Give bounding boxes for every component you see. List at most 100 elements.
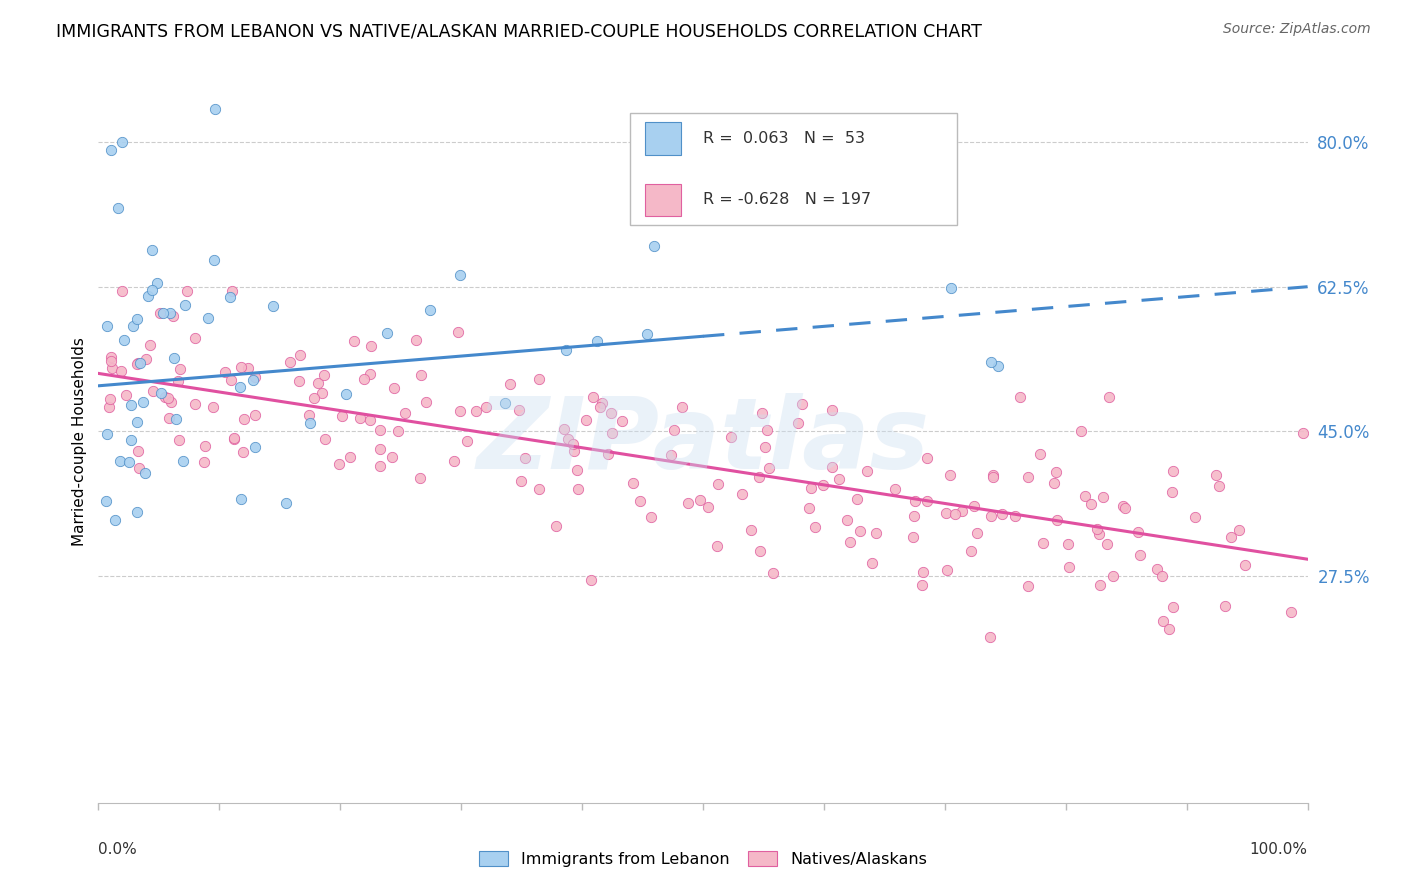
Point: [127, 505, 149, 519]
Point: [811, 478, 834, 492]
Point: [120, 398, 142, 412]
Point: [544, 519, 567, 533]
Point: [598, 447, 620, 461]
Point: [224, 431, 246, 445]
Point: [499, 377, 522, 392]
Point: [980, 355, 1002, 369]
Point: [731, 487, 754, 501]
Point: [169, 362, 191, 376]
Text: Source: ZipAtlas.com: Source: ZipAtlas.com: [1223, 22, 1371, 37]
Point: [706, 539, 728, 553]
Point: [553, 422, 575, 436]
Point: [146, 276, 169, 290]
Point: [314, 433, 336, 447]
Point: [706, 477, 728, 491]
Point: [828, 472, 851, 486]
Point: [152, 305, 174, 319]
Point: [121, 433, 143, 447]
Point: [122, 318, 145, 333]
Point: [218, 290, 240, 304]
Point: [1146, 562, 1168, 576]
Point: [368, 423, 391, 437]
Point: [636, 326, 658, 341]
Point: [612, 414, 634, 428]
Point: [1057, 537, 1080, 551]
Point: [1074, 489, 1097, 503]
Point: [821, 403, 844, 417]
Point: [162, 309, 184, 323]
Point: [1292, 425, 1315, 440]
Point: [242, 373, 264, 387]
Point: [1070, 424, 1092, 438]
Point: [135, 352, 157, 367]
Point: [163, 351, 186, 365]
Point: [960, 543, 983, 558]
Point: [1227, 523, 1250, 537]
Point: [184, 331, 207, 345]
Point: [991, 508, 1014, 522]
Point: [360, 339, 382, 353]
Point: [128, 460, 150, 475]
Point: [415, 394, 437, 409]
Point: [129, 356, 152, 370]
Point: [156, 391, 179, 405]
Point: [96, 318, 118, 333]
Point: [950, 503, 973, 517]
Point: [671, 400, 693, 414]
Point: [104, 513, 127, 527]
Point: [689, 492, 711, 507]
Point: [981, 468, 1004, 483]
Point: [510, 474, 533, 488]
Point: [262, 299, 284, 313]
Point: [287, 374, 309, 388]
Point: [792, 397, 814, 411]
Point: [1091, 490, 1114, 504]
Text: R = -0.628   N = 197: R = -0.628 N = 197: [703, 193, 872, 207]
Point: [224, 432, 246, 446]
FancyBboxPatch shape: [645, 122, 682, 154]
Point: [1032, 536, 1054, 550]
Point: [1046, 513, 1069, 527]
Point: [1098, 390, 1121, 404]
Point: [125, 312, 148, 326]
Point: [1111, 499, 1133, 513]
Point: [166, 374, 188, 388]
Text: 100.0%: 100.0%: [1250, 842, 1308, 856]
Point: [405, 333, 427, 347]
Point: [328, 457, 350, 471]
Point: [165, 411, 187, 425]
Point: [848, 524, 870, 538]
Point: [100, 351, 122, 365]
Point: [935, 506, 957, 520]
Point: [447, 326, 470, 340]
Point: [194, 439, 217, 453]
Point: [582, 390, 605, 404]
Point: [1213, 599, 1236, 614]
Point: [1088, 578, 1111, 592]
Point: [1043, 476, 1066, 491]
Point: [141, 243, 163, 257]
Point: [1088, 527, 1111, 541]
Point: [860, 556, 883, 570]
Point: [1279, 606, 1302, 620]
Point: [353, 372, 375, 386]
Point: [751, 406, 773, 420]
Point: [193, 455, 215, 469]
Point: [370, 458, 392, 473]
Point: [375, 326, 398, 340]
Point: [229, 380, 252, 394]
Point: [754, 440, 776, 454]
Point: [202, 253, 225, 268]
Point: [600, 426, 623, 441]
Point: [1102, 568, 1125, 582]
Point: [803, 519, 825, 533]
Point: [1184, 509, 1206, 524]
Point: [139, 338, 162, 352]
Point: [176, 284, 198, 298]
Point: [1161, 464, 1184, 478]
Point: [1004, 509, 1026, 524]
Point: [278, 354, 301, 368]
Point: [184, 397, 207, 411]
Text: ZIPatlas: ZIPatlas: [477, 393, 929, 490]
Point: [837, 513, 859, 527]
